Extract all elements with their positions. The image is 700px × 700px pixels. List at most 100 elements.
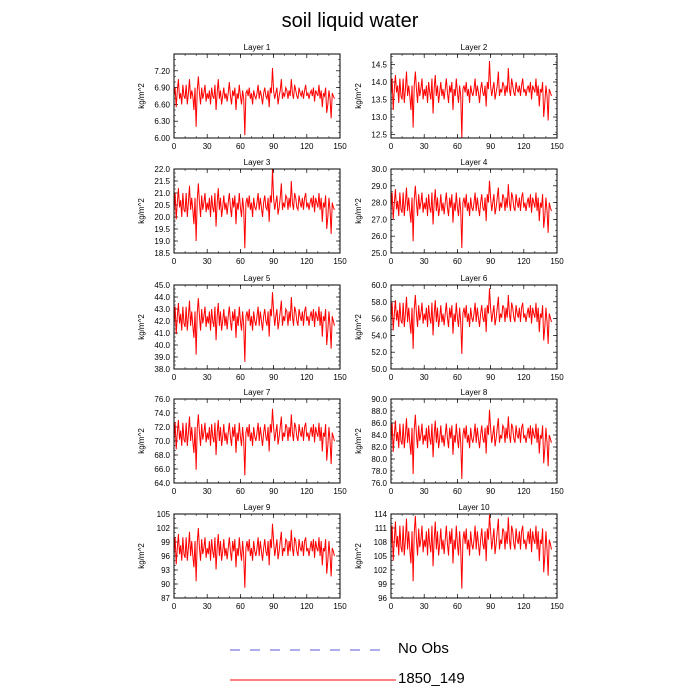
x-tick-label: 60 — [236, 373, 245, 382]
panel-title: Layer 8 — [461, 388, 488, 397]
x-tick-label: 150 — [333, 373, 347, 382]
x-tick-label: 60 — [236, 602, 245, 611]
x-tick-label: 60 — [453, 602, 462, 611]
y-tick-label: 82.0 — [371, 443, 387, 452]
y-tick-label: 21.5 — [154, 177, 170, 186]
x-tick-label: 90 — [269, 602, 278, 611]
y-tick-label: 50.0 — [371, 365, 387, 374]
series-line-1850-149 — [173, 67, 335, 136]
y-tick-label: 20.0 — [154, 213, 170, 222]
y-tick-label: 99 — [378, 580, 387, 589]
plot-frame — [390, 284, 558, 370]
legend-line-dashed-icon — [230, 649, 388, 651]
y-tick-label: 29.0 — [371, 182, 387, 191]
panel-layer-10: Layer 10 kg/m^2 0 30 60 90 120 150 96 99 102 105 108… — [354, 503, 564, 611]
y-tick-label: 74.0 — [154, 409, 170, 418]
y-tick-label: 88.0 — [371, 407, 387, 416]
x-tick-label: 0 — [172, 257, 177, 266]
x-tick-label: 120 — [300, 602, 314, 611]
x-tick-label: 120 — [517, 373, 531, 382]
x-tick-label: 0 — [389, 257, 394, 266]
plot-frame — [390, 53, 558, 139]
x-tick-label: 30 — [420, 602, 429, 611]
panel-title: Layer 1 — [244, 43, 271, 52]
y-tick-label: 58.0 — [371, 298, 387, 307]
legend-item-1850-149: 1850_149 — [230, 670, 490, 690]
x-tick-label: 30 — [203, 257, 212, 266]
y-axis-label: kg/m^2 — [137, 83, 146, 109]
y-tick-label: 60.0 — [371, 281, 387, 290]
y-tick-label: 102 — [374, 566, 388, 575]
x-tick-label: 120 — [517, 142, 531, 151]
x-tick-label: 30 — [203, 487, 212, 496]
series-line-1850-149 — [390, 180, 552, 248]
panel-layer-7: Layer 7 kg/m^2 0 30 60 90 120 150 64.0 66.0 68.0 70… — [137, 388, 347, 496]
x-tick-label: 60 — [236, 142, 245, 151]
y-tick-label: 87 — [161, 594, 170, 603]
plot-frame — [173, 168, 341, 254]
series-line-1850-149 — [390, 514, 552, 589]
series-line-1850-149 — [173, 408, 335, 476]
legend-label-no-obs: No Obs — [398, 640, 449, 657]
series-line-1850-149 — [173, 168, 335, 249]
x-tick-label: 150 — [333, 142, 347, 151]
panel-title: Layer 10 — [458, 503, 490, 512]
x-tick-label: 90 — [486, 373, 495, 382]
y-tick-label: 105 — [157, 510, 171, 519]
x-tick-label: 120 — [517, 257, 531, 266]
x-tick-label: 150 — [550, 257, 564, 266]
x-tick-label: 30 — [420, 142, 429, 151]
x-tick-label: 120 — [517, 487, 531, 496]
series-line-1850-149 — [390, 60, 552, 139]
y-tick-label: 93 — [161, 566, 170, 575]
y-tick-label: 72.0 — [154, 423, 170, 432]
y-tick-label: 19.5 — [154, 225, 170, 234]
y-tick-label: 45.0 — [154, 281, 170, 290]
panel-layer-3: Layer 3 kg/m^2 0 30 60 90 120 150 18.5 19.0 19.5 20… — [137, 158, 347, 266]
y-axis-label: kg/m^2 — [137, 314, 146, 340]
y-axis-label: kg/m^2 — [354, 198, 363, 224]
y-tick-label: 6.90 — [154, 84, 170, 93]
y-tick-label: 105 — [374, 552, 388, 561]
page-title: soil liquid water — [281, 10, 419, 32]
panel-title: Layer 2 — [461, 43, 488, 52]
y-tick-label: 52.0 — [371, 348, 387, 357]
x-tick-label: 120 — [517, 602, 531, 611]
x-tick-label: 0 — [172, 487, 177, 496]
series-line-1850-149 — [390, 409, 552, 479]
y-tick-label: 56.0 — [371, 315, 387, 324]
x-tick-label: 120 — [300, 142, 314, 151]
y-tick-label: 68.0 — [154, 451, 170, 460]
panel-layer-6: Layer 6 kg/m^2 0 30 60 90 120 150 50.0 52.0 54.0 56… — [354, 274, 564, 382]
y-tick-label: 96 — [378, 594, 387, 603]
y-tick-label: 54.0 — [371, 331, 387, 340]
y-tick-label: 66.0 — [154, 465, 170, 474]
y-tick-label: 19.0 — [154, 237, 170, 246]
x-tick-label: 90 — [486, 487, 495, 496]
y-tick-label: 114 — [374, 510, 387, 519]
plot-frame — [173, 284, 341, 370]
plot-frame — [173, 513, 341, 599]
x-tick-label: 150 — [550, 602, 564, 611]
y-tick-label: 6.30 — [154, 117, 170, 126]
x-tick-label: 30 — [420, 257, 429, 266]
panel-layer-5: Layer 5 kg/m^2 0 30 60 90 120 150 38.0 39.0 40.0 41… — [137, 274, 347, 382]
x-tick-label: 60 — [453, 142, 462, 151]
y-axis-label: kg/m^2 — [354, 83, 363, 109]
plot-frame — [390, 398, 558, 484]
x-tick-label: 60 — [236, 487, 245, 496]
x-tick-label: 150 — [550, 142, 564, 151]
x-tick-label: 30 — [203, 373, 212, 382]
y-tick-label: 7.20 — [154, 67, 170, 76]
x-tick-label: 150 — [550, 487, 564, 496]
y-tick-label: 44.0 — [154, 293, 170, 302]
y-tick-label: 28.0 — [371, 199, 387, 208]
y-tick-label: 39.0 — [154, 353, 170, 362]
x-tick-label: 90 — [269, 373, 278, 382]
plot-frame — [173, 53, 341, 139]
x-tick-label: 30 — [420, 373, 429, 382]
x-tick-label: 0 — [389, 487, 394, 496]
y-tick-label: 90.0 — [371, 395, 387, 404]
y-tick-label: 40.0 — [154, 341, 170, 350]
panel-title: Layer 6 — [461, 274, 488, 283]
